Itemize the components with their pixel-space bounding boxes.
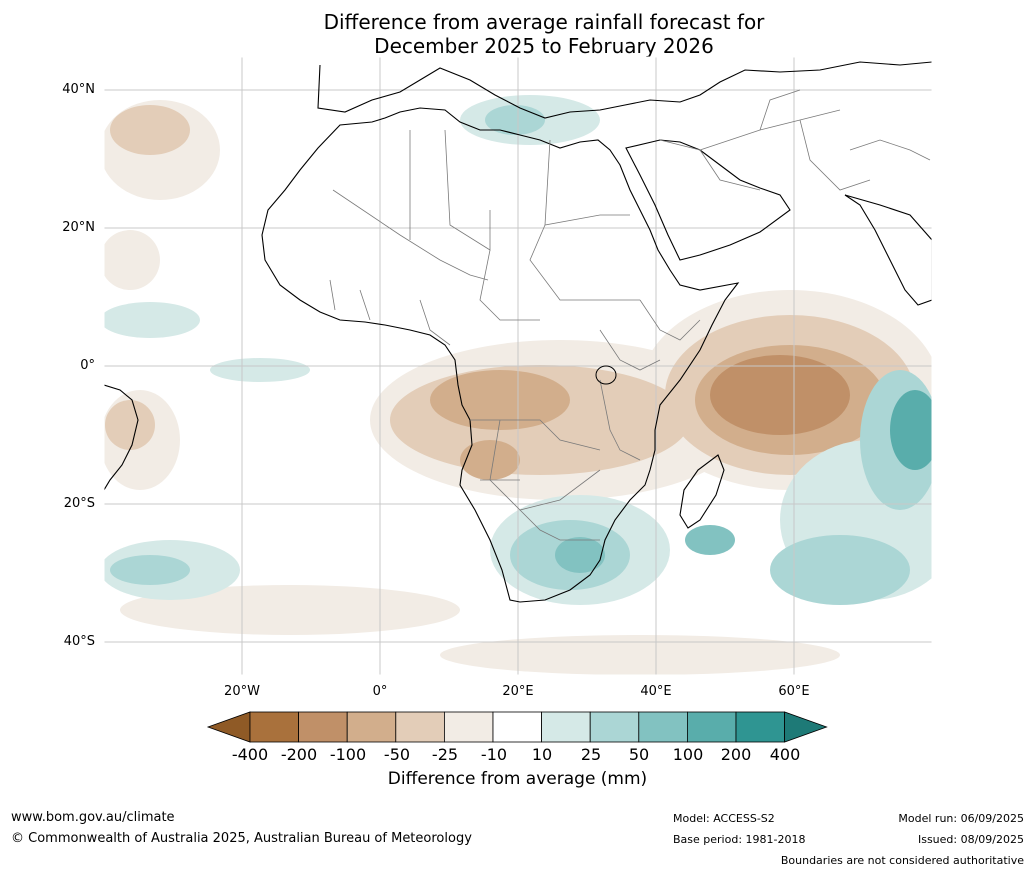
colorbar-swatch	[443, 711, 494, 743]
footer-copyright: © Commonwealth of Australia 2025, Austra…	[11, 831, 472, 846]
dry-region-southern-ocean-mid	[440, 635, 840, 675]
dry-region-east-africa-core	[710, 355, 850, 435]
footer-model-run: Model run: 06/09/2025	[898, 812, 1024, 825]
south-america-coastline	[104, 384, 139, 491]
lat-label-40s: 40°S	[63, 634, 95, 649]
coastlines	[104, 61, 932, 603]
colorbar-tick-label: -50	[383, 745, 411, 764]
lon-label-0: 0°	[372, 684, 388, 699]
colorbar-swatch	[735, 711, 785, 743]
colorbar-tick-label: -10	[480, 745, 508, 764]
colorbar-tick-label: -200	[280, 745, 318, 764]
colorbar-tick-label: 25	[580, 745, 602, 764]
colorbar-tick-label: -25	[431, 745, 459, 764]
africa-coastline	[261, 107, 740, 603]
colorbar-tick-label: 100	[672, 745, 704, 764]
colorbar-swatch	[589, 711, 640, 743]
india-coastline	[844, 194, 932, 306]
wet-region-southern-africa-core	[555, 537, 605, 573]
footer-base-period: Base period: 1981-2018	[673, 833, 806, 846]
dry-region-west-atlantic	[104, 230, 160, 290]
dry-region-gulf-strong	[430, 370, 570, 430]
country-borders	[329, 89, 931, 541]
arabia-coastline	[625, 139, 791, 261]
wet-region-gulf-of-guinea	[210, 358, 310, 382]
wet-region-equatorial-atlantic	[104, 302, 200, 338]
colorbar-tick-label: 10	[531, 745, 553, 764]
map-frame	[103, 56, 933, 676]
lake-victoria	[595, 365, 617, 385]
colorbar-swatch	[249, 711, 299, 743]
colorbar-swatch	[395, 711, 445, 743]
colorbar-swatch	[346, 711, 397, 743]
madagascar-coastline	[679, 454, 725, 529]
footer-model: Model: ACCESS-S2	[673, 812, 775, 825]
lat-label-20n: 20°N	[62, 220, 95, 235]
colorbar-title: Difference from average (mm)	[387, 769, 648, 789]
colorbar-tick-label: 50	[628, 745, 650, 764]
colorbar-extend-low	[206, 711, 251, 743]
colorbar-tick-label: -400	[231, 745, 269, 764]
europe-coastline	[317, 61, 932, 119]
wet-region-indian-ocean-core	[890, 390, 932, 470]
colorbar-swatch	[638, 711, 688, 743]
lon-label-20e: 20°E	[502, 684, 534, 699]
map-title-line1: Difference from average rainfall forecas…	[323, 10, 765, 34]
lat-label-20s: 20°S	[63, 496, 95, 511]
footer-boundaries-note: Boundaries are not considered authoritat…	[780, 854, 1024, 867]
lat-label-40n: 40°N	[62, 82, 95, 97]
colorbar-tick-label: 200	[720, 745, 752, 764]
colorbar-tick-label: -100	[329, 745, 367, 764]
lat-label-equator: 0°	[80, 358, 95, 373]
footer-website[interactable]: www.bom.gov.au/climate	[11, 810, 175, 825]
lon-label-60e: 60°E	[778, 684, 810, 699]
wet-region-southern-indian-ocean	[770, 535, 910, 605]
gridlines	[104, 57, 932, 675]
wet-region-south-atlantic-mid	[110, 555, 190, 585]
dry-region-atlantic-south-mid	[105, 400, 155, 450]
dry-region-southern-ocean-west	[120, 585, 460, 635]
footer-issued: Issued: 08/09/2025	[917, 833, 1024, 846]
wet-region-mozambique-channel	[685, 525, 735, 555]
colorbar-swatch	[687, 711, 737, 743]
colorbar-swatch	[298, 711, 348, 743]
colorbar-swatch	[492, 711, 542, 743]
colorbar-extend-high	[784, 711, 828, 743]
dry-region-atlantic-mid	[110, 105, 190, 155]
colorbar-swatch	[541, 711, 591, 743]
colorbar	[206, 711, 828, 743]
dry-region-angola-strong	[460, 440, 520, 480]
lon-label-40e: 40°E	[640, 684, 672, 699]
colorbar-tick-label: 400	[769, 745, 801, 764]
lon-label-20w: 20°W	[224, 684, 260, 699]
map-title-line2: December 2025 to February 2026	[374, 34, 714, 58]
anomaly-shading-layer	[104, 95, 932, 675]
